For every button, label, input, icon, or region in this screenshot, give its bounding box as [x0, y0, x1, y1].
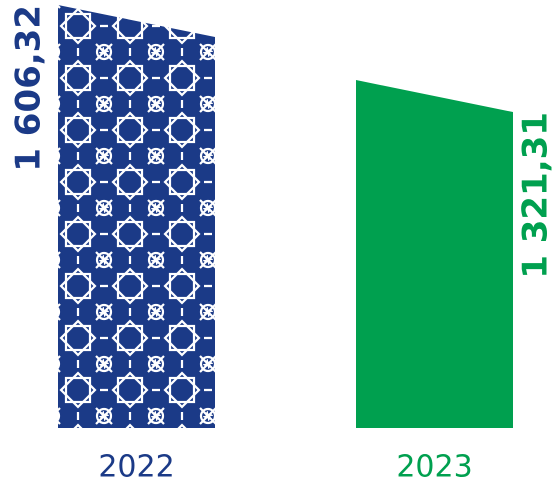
bar: [58, 5, 215, 428]
x-tick-label: 2022: [98, 450, 174, 485]
value-label: 1 321,31: [516, 112, 556, 279]
x-tick-label: 2023: [396, 450, 472, 485]
bar: [356, 80, 513, 428]
value-label: 1 606,32: [9, 5, 49, 172]
